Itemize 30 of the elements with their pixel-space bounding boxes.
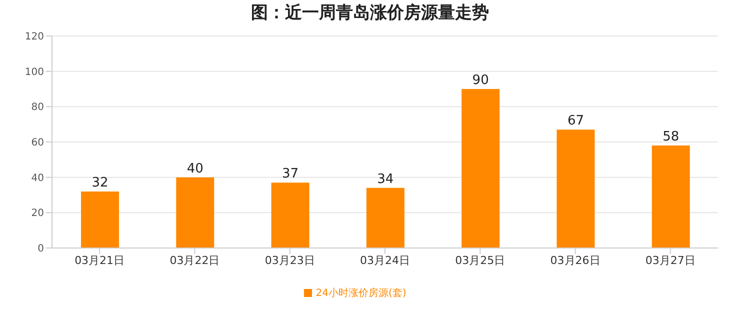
data-label: 32 (92, 175, 108, 190)
chart-title: 图：近一周青岛涨价房源量走势 (250, 2, 490, 25)
y-tick-label: 40 (31, 172, 44, 184)
data-label: 90 (472, 73, 489, 88)
x-tick-label: 03月25日 (455, 254, 506, 267)
x-tick-label: 03月26日 (550, 254, 600, 267)
bar (556, 130, 595, 248)
x-tick-label: 03月27日 (645, 254, 696, 267)
y-tick-label: 20 (31, 208, 44, 220)
data-label: 37 (282, 166, 299, 182)
bar (462, 89, 500, 248)
data-label: 67 (567, 114, 584, 129)
data-label: 34 (377, 172, 394, 187)
bar (652, 146, 690, 248)
legend-label: 24小时涨价房源(套) (316, 288, 406, 299)
data-label: 40 (186, 161, 204, 176)
bar (81, 191, 119, 248)
x-tick-label: 03月24日 (360, 254, 410, 267)
y-tick-label: 80 (31, 102, 44, 114)
y-tick-label: 60 (31, 138, 44, 149)
bar (271, 182, 310, 248)
data-label: 58 (662, 130, 680, 145)
x-tick-label: 03月23日 (264, 254, 315, 267)
y-tick-label: 0 (38, 244, 44, 255)
y-tick-label: 100 (24, 66, 44, 78)
bar (176, 177, 214, 248)
bar (366, 188, 404, 248)
x-tick-label: 03月22日 (170, 254, 220, 267)
x-tick-label: 03月21日 (74, 254, 125, 267)
y-tick-label: 120 (24, 32, 44, 43)
